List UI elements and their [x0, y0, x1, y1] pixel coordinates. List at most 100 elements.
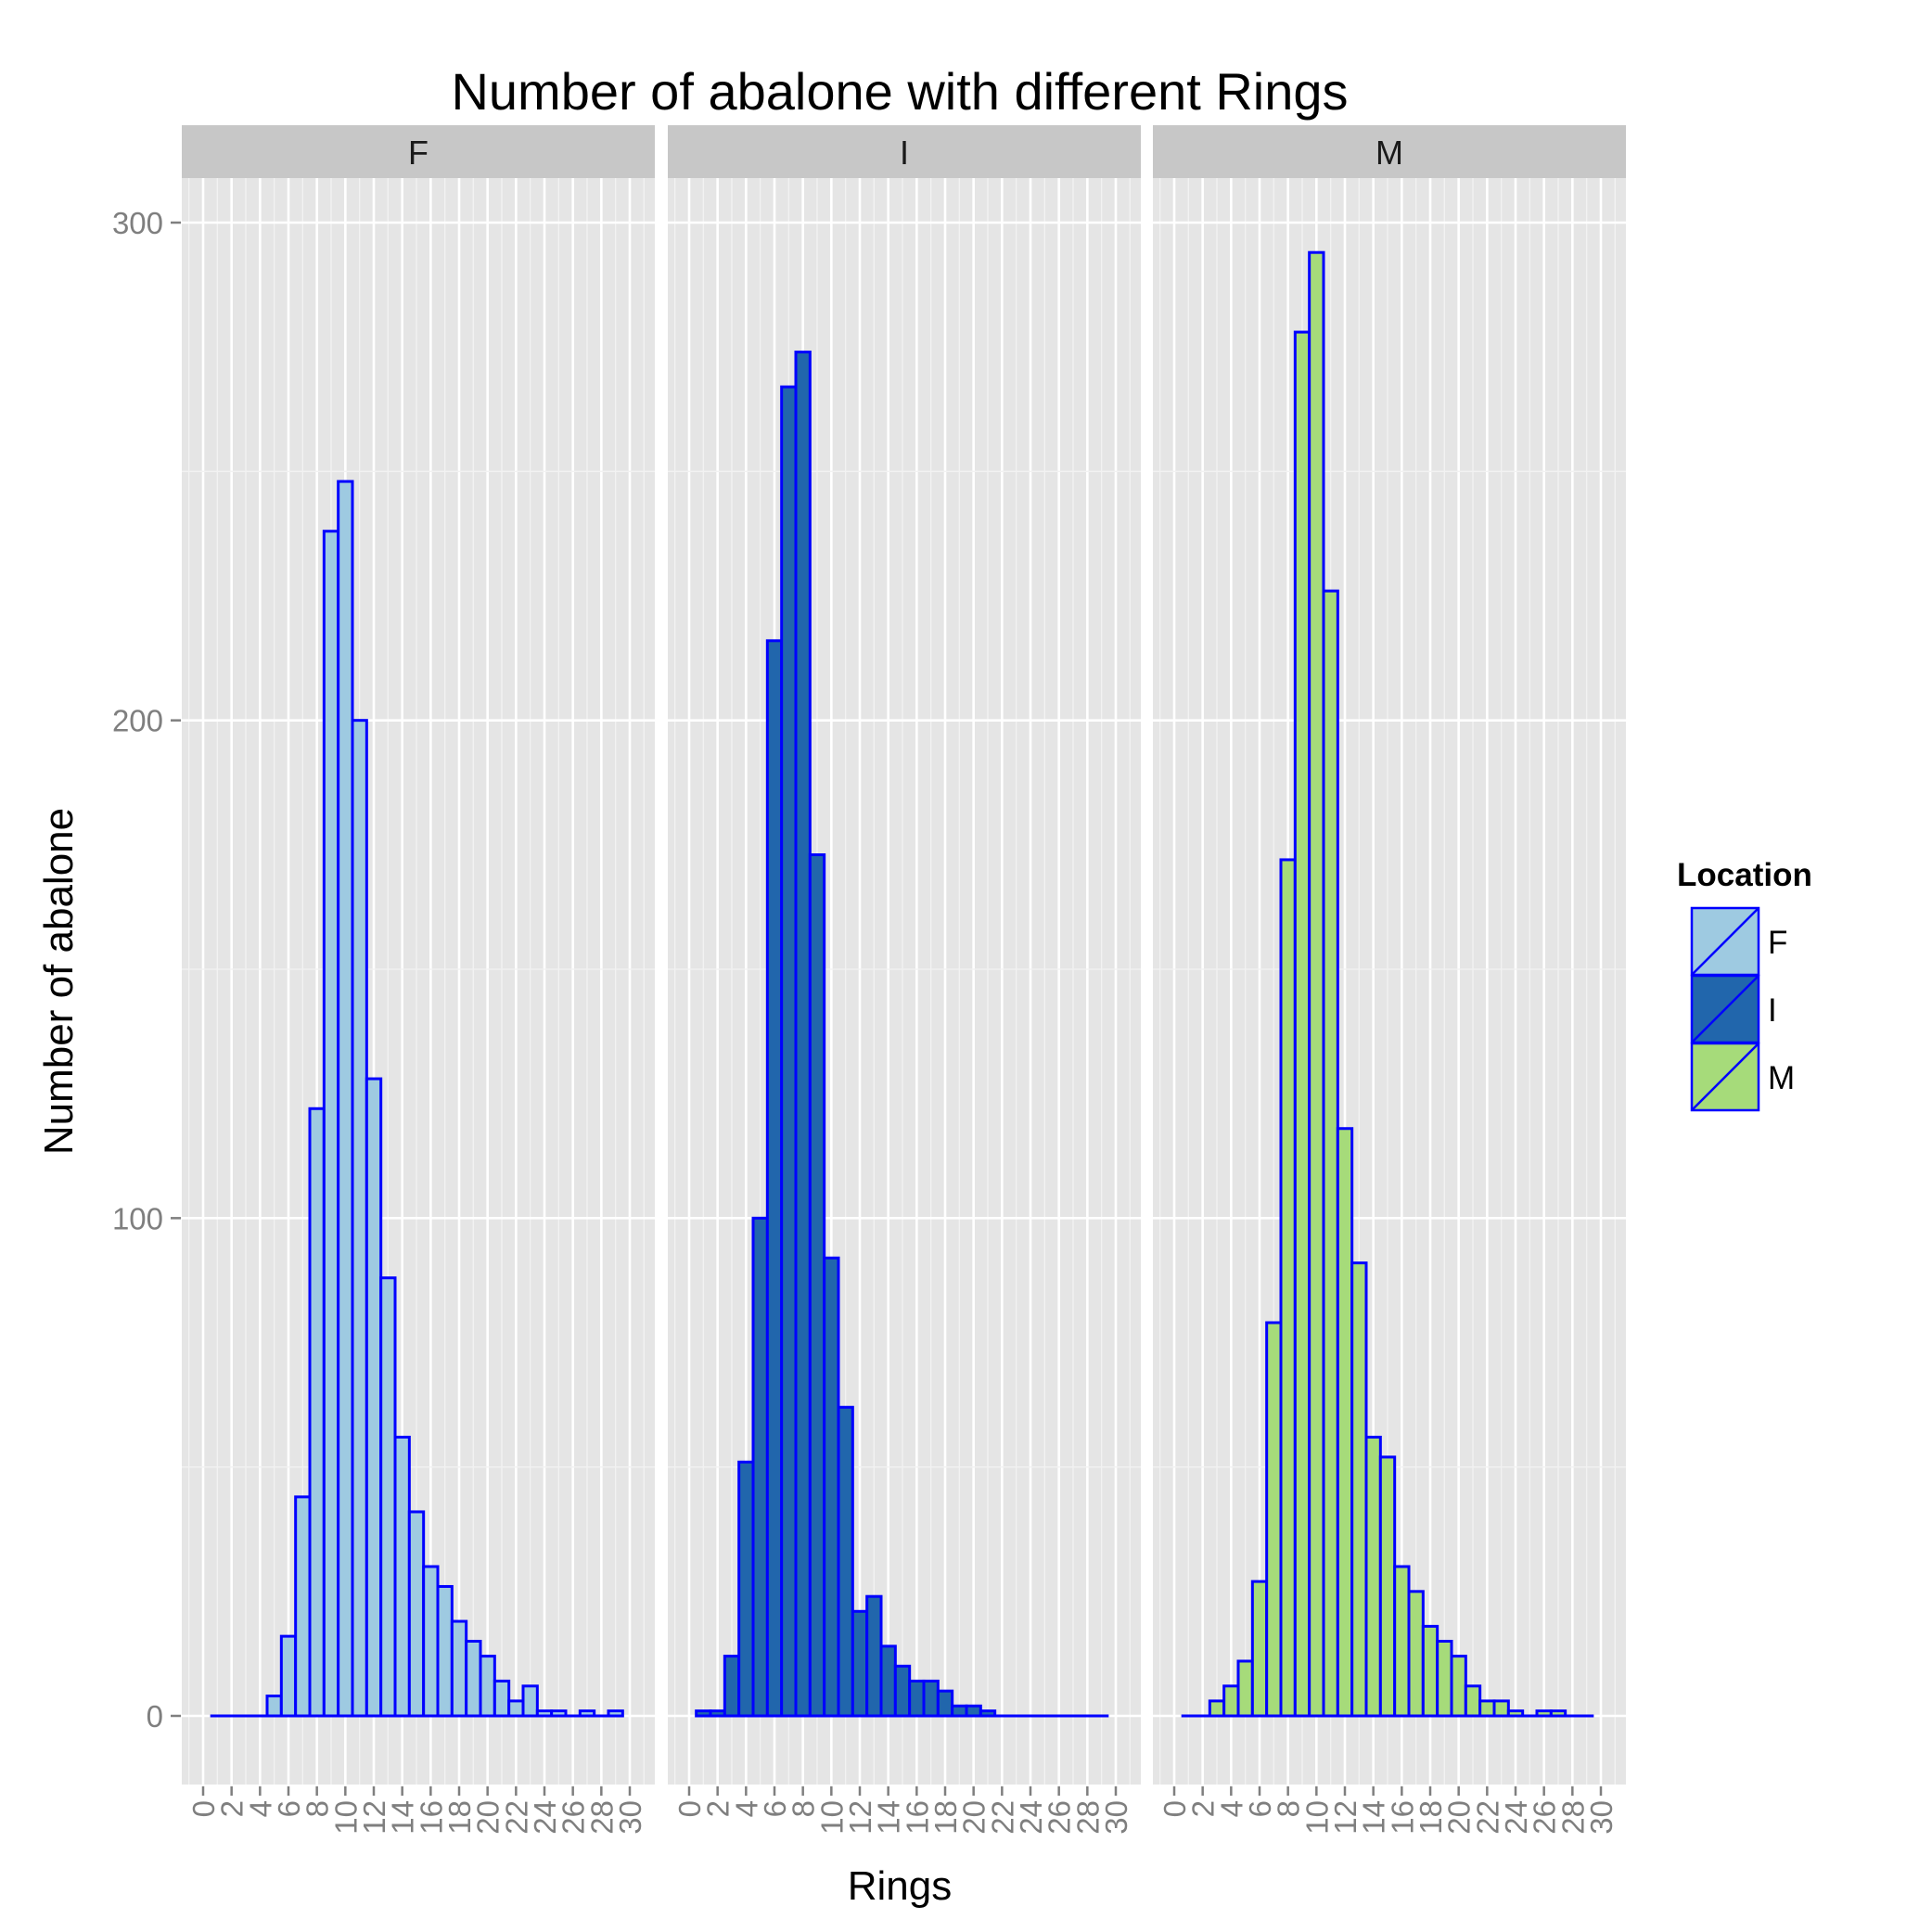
- legend-key-slash: [1691, 907, 1759, 976]
- x-tick-label: 10: [328, 1800, 363, 1835]
- x-tick-label: 6: [272, 1800, 306, 1817]
- facet-strip-label-F: F: [408, 134, 429, 172]
- bar: [1236, 1659, 1254, 1718]
- x-tick-label: 20: [471, 1800, 505, 1835]
- bar: [1549, 1709, 1567, 1718]
- bar: [1350, 1261, 1368, 1718]
- facet-panels: F024681012141618202224262830I02468101214…: [112, 125, 1626, 1835]
- legend-item-M: M: [1690, 1042, 1795, 1112]
- x-tick-label: 22: [1470, 1800, 1504, 1835]
- facet-strip-label-M: M: [1375, 134, 1403, 172]
- x-tick-label: 12: [1328, 1800, 1363, 1835]
- bar: [1421, 1624, 1439, 1718]
- facet-strip-label-I: I: [900, 134, 909, 172]
- bar: [365, 1077, 383, 1718]
- bar: [1535, 1709, 1553, 1718]
- x-tick-label: 2: [701, 1800, 736, 1817]
- bar: [479, 1655, 496, 1718]
- x-tick-label: 10: [1299, 1800, 1334, 1835]
- x-tick-label: 28: [1555, 1800, 1590, 1835]
- x-tick-label: 4: [243, 1800, 277, 1817]
- x-tick-label: 4: [1214, 1800, 1248, 1817]
- x-tick-label: 2: [1186, 1800, 1221, 1817]
- bar: [279, 1634, 298, 1718]
- x-tick-label: 14: [386, 1800, 420, 1835]
- bars-M: [1181, 250, 1594, 1718]
- legend: Location FIM: [1677, 857, 1812, 1112]
- x-tick-label: 28: [584, 1800, 619, 1835]
- x-tick-label: 30: [1099, 1800, 1133, 1835]
- facet-strip-M: [1153, 125, 1626, 178]
- bar: [450, 1619, 468, 1718]
- bar: [521, 1684, 539, 1718]
- x-tick-label: 18: [928, 1800, 963, 1835]
- bar: [1364, 1435, 1382, 1718]
- y-axis: 0 100 200 300: [112, 206, 181, 1734]
- bar: [393, 1435, 411, 1718]
- bar: [1478, 1699, 1496, 1718]
- x-tick-label: 26: [1528, 1800, 1562, 1835]
- x-tick-label: 24: [1014, 1800, 1048, 1835]
- x-tick-label: 8: [1272, 1800, 1306, 1817]
- bar: [922, 1679, 940, 1718]
- x-tick-label: 10: [814, 1800, 849, 1835]
- legend-key-slash: [1691, 975, 1759, 1043]
- facet-strip-F: [182, 125, 655, 178]
- bar: [1322, 589, 1339, 1718]
- bar: [851, 1609, 869, 1718]
- x-tick-label: 26: [557, 1800, 591, 1835]
- bar: [436, 1584, 454, 1718]
- legend-label-F: F: [1768, 925, 1787, 961]
- x-tick-label: 26: [1043, 1800, 1077, 1835]
- x-tick-label: 18: [1414, 1800, 1448, 1835]
- bar: [979, 1709, 997, 1718]
- bar: [407, 1510, 426, 1718]
- x-tick-label: 14: [872, 1800, 906, 1835]
- legend-label-I: I: [1768, 992, 1777, 1029]
- bar: [322, 530, 340, 1718]
- x-tick-label: 30: [1584, 1800, 1619, 1835]
- legend-item-I: I: [1690, 974, 1777, 1044]
- legend-item-F: F: [1690, 906, 1787, 977]
- bar: [1464, 1684, 1482, 1718]
- bar: [695, 1709, 712, 1718]
- x-tick-label: 16: [900, 1800, 934, 1835]
- x-tick-label: 12: [843, 1800, 877, 1835]
- x-tick-label: 24: [528, 1800, 562, 1835]
- x-tick-label: 22: [499, 1800, 533, 1835]
- bar: [908, 1679, 926, 1718]
- x-tick-label: 6: [1243, 1800, 1277, 1817]
- bars-I: [695, 351, 1109, 1718]
- bar: [507, 1699, 525, 1718]
- x-tick-label: 0: [672, 1800, 707, 1817]
- bar: [1265, 1321, 1283, 1718]
- bar: [794, 351, 812, 1718]
- bar: [337, 480, 354, 1718]
- legend-title: Location: [1677, 857, 1812, 893]
- x-tick-label: 0: [1158, 1800, 1192, 1817]
- bar: [723, 1655, 741, 1718]
- bar: [823, 1256, 840, 1718]
- bar: [1250, 1580, 1269, 1718]
- x-tick-label: 0: [186, 1800, 221, 1817]
- y-tick-label: 0: [147, 1699, 163, 1734]
- bar: [265, 1695, 283, 1718]
- bar: [709, 1709, 726, 1718]
- x-tick-label: 12: [357, 1800, 391, 1835]
- bar: [351, 719, 368, 1718]
- bar: [808, 853, 826, 1718]
- bar: [465, 1640, 482, 1718]
- x-axis-title: Rings: [848, 1863, 953, 1909]
- bar: [1450, 1655, 1467, 1718]
- x-tick-label: 2: [215, 1800, 249, 1817]
- y-axis-title: Number of abalone: [36, 808, 82, 1155]
- facet-strip-I: [668, 125, 1141, 178]
- x-tick-label: 14: [1357, 1800, 1391, 1835]
- y-tick-label: 200: [112, 704, 163, 738]
- bar: [865, 1594, 883, 1718]
- bar: [1492, 1699, 1510, 1718]
- bar: [1436, 1640, 1453, 1718]
